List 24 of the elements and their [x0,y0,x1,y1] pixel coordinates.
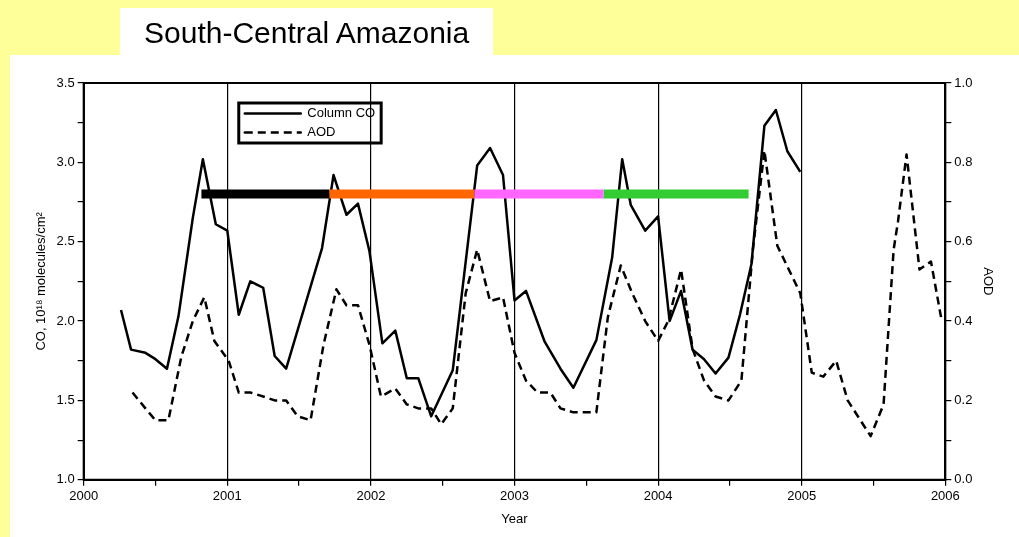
y2-tick-label: 0.6 [954,233,973,249]
y-tick-label: 3.0 [56,153,75,169]
y-tick-label: 2.5 [56,233,75,249]
y-tick-label: 1.0 [56,471,75,487]
x-tick-label: 2000 [69,488,99,504]
y2-tick-label: 0.4 [954,312,973,328]
x-tick-label: 2006 [930,488,960,504]
y-tick-label: 3.5 [56,74,75,90]
y2-tick-label: 0.2 [954,392,973,408]
y-tick-label: 1.5 [56,392,75,408]
y-axis-title: CO, 10¹⁸ molecules/cm² [33,211,49,351]
y2-axis-title: AOD [980,267,996,296]
y2-tick-label: 0.0 [954,471,973,487]
x-tick-label: 2003 [500,488,529,504]
y2-tick-label: 0.8 [954,153,973,169]
chart-title: South-Central Amazonia [120,8,494,55]
x-tick-label: 2005 [787,488,817,504]
x-tick-label: 2001 [212,488,242,504]
x-axis-title: Year [501,510,529,526]
y2-tick-label: 1.0 [954,74,973,90]
x-tick-label: 2004 [643,488,673,504]
y-tick-label: 2.0 [56,312,75,328]
x-tick-label: 2002 [356,488,386,504]
legend-label: AOD [307,124,336,140]
